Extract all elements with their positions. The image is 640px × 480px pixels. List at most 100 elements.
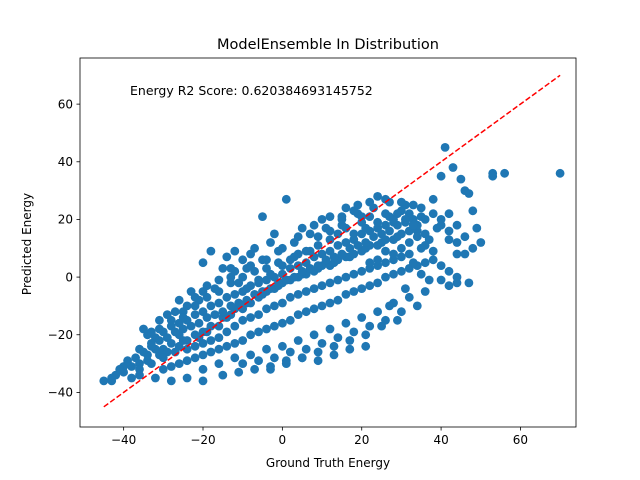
data-point [357,284,367,293]
data-point [349,287,359,296]
data-point [155,336,164,345]
data-point [448,163,458,172]
data-point [234,367,244,377]
data-points [99,143,565,386]
data-point [408,200,418,210]
data-point [373,255,382,265]
data-point [262,255,271,265]
data-point [436,220,446,230]
data-point [357,212,367,222]
y-tick-label: −20 [48,328,73,342]
y-tick-label: 40 [58,155,73,169]
data-point [456,174,466,184]
x-tick-label: −20 [190,433,215,447]
data-point [397,229,406,239]
data-point [270,229,279,239]
data-point [444,266,454,276]
x-tick-label: −40 [111,433,136,447]
data-point [301,307,311,317]
data-point [194,318,204,328]
data-point [452,220,462,230]
data-point [381,258,390,268]
data-point [289,252,299,262]
data-point [250,364,259,374]
axes-frame [79,57,577,428]
data-point [361,238,371,247]
data-point [305,264,315,273]
r2-score-annotation: Energy R2 Score: 0.620384693145752 [130,83,373,98]
data-point [476,238,486,247]
data-point [218,370,228,380]
data-point [297,353,307,363]
data-point [460,249,470,259]
data-point [353,241,363,250]
data-point [123,356,132,366]
data-point [278,341,287,351]
data-point [214,298,224,308]
data-point [289,272,299,282]
data-point [444,235,454,245]
data-point [230,339,240,348]
data-point [313,347,323,357]
data-point [317,339,327,348]
data-point [190,310,200,319]
data-point [365,258,375,268]
data-point [472,223,482,233]
data-point [393,209,402,219]
data-point [214,333,224,342]
data-point [329,341,339,351]
data-point [226,301,236,311]
data-point [397,266,406,276]
data-point [428,194,438,204]
data-point [254,356,263,366]
data-point [222,292,232,302]
data-point [444,281,454,291]
data-point [401,215,410,224]
data-point [182,301,192,311]
data-point [500,168,509,178]
data-point [345,336,355,345]
data-point [242,284,252,293]
data-point [341,290,351,299]
data-point [230,353,240,363]
data-point [329,350,339,360]
data-point [365,197,375,207]
data-point [381,194,390,204]
data-point [206,301,216,311]
data-point [408,220,418,230]
data-point [333,333,343,342]
data-point [309,304,319,314]
data-point [190,341,200,351]
data-point [420,258,430,268]
data-point [436,275,446,285]
data-point [266,238,275,247]
x-axis-ticks: −40 −20 0 20 40 60 [111,427,528,447]
data-point [357,266,367,276]
data-point [131,353,141,363]
data-point [337,220,347,230]
data-point [190,353,200,363]
data-point [313,356,323,366]
data-point [464,278,474,288]
x-tick-label: 60 [513,433,528,447]
data-point [377,321,386,331]
data-point [440,143,450,152]
data-point [377,229,386,239]
y-tick-label: 60 [58,97,73,111]
data-point [329,252,339,262]
data-point [325,226,335,236]
data-point [234,278,244,288]
data-point [238,315,248,325]
data-point [178,313,188,322]
data-point [262,344,271,354]
x-tick-label: 20 [354,433,369,447]
data-point [317,281,327,291]
data-point [214,275,224,285]
data-point [262,324,271,334]
data-point [420,229,430,239]
data-point [468,206,478,216]
data-point [345,243,355,253]
data-point [365,281,375,291]
reference-line-y-equals-x [103,74,561,408]
